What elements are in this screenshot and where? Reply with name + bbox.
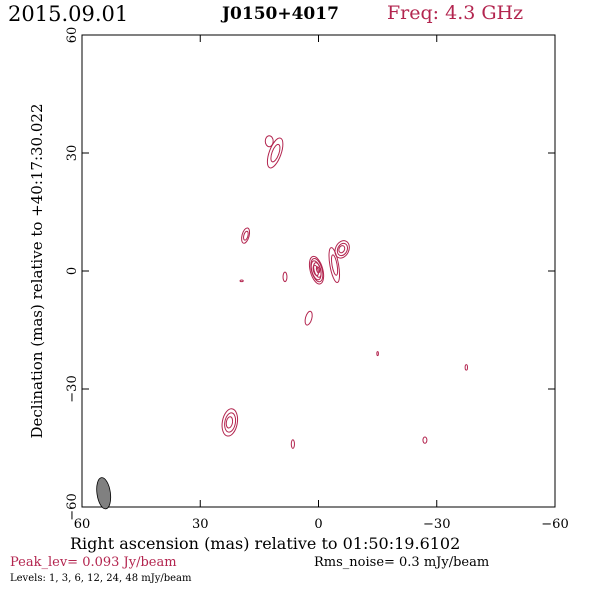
contour-east-jet-blob: [334, 240, 350, 259]
contour-line: [241, 227, 251, 244]
contour-south-speck: [290, 439, 295, 449]
contour-far-east-speck: [464, 364, 468, 371]
x-tick-label: −60: [541, 517, 568, 532]
contour-west-knot: [241, 227, 251, 244]
contour-line: [266, 137, 284, 169]
axis-ticks: [81, 34, 556, 508]
beam-ellipse-group: [96, 477, 112, 510]
contour-line: [315, 266, 321, 274]
contour-west-speck: [239, 279, 244, 283]
y-tick-label: 60: [65, 27, 80, 44]
contour-line: [328, 247, 341, 284]
x-tick-label: 0: [314, 517, 322, 532]
contour-southwest-knot: [221, 408, 239, 437]
contour-line: [312, 264, 319, 277]
x-tick-label: −30: [423, 517, 450, 532]
contour-components: [221, 135, 468, 449]
source-name: J0150+4017: [222, 4, 339, 24]
peak-level: Peak_lev= 0.093 Jy/beam: [10, 555, 177, 570]
contour-line: [308, 255, 325, 285]
axis-tick-labels: 60 30 0 −30 −60 −60 −30 0 30 60: [65, 27, 569, 532]
contour-levels: Levels: 1, 3, 6, 12, 24, 48 mJy/beam: [10, 573, 192, 584]
contour-line: [264, 135, 274, 148]
contour-southeast-speck: [422, 436, 428, 444]
contour-line: [338, 245, 346, 254]
contour-line: [304, 310, 313, 326]
contour-small-knot: [282, 271, 288, 283]
contour-line: [239, 279, 244, 283]
contour-north-knot-upper: [264, 135, 274, 148]
contour-line: [243, 230, 249, 241]
contour-line: [224, 412, 237, 433]
contour-core: [308, 255, 325, 285]
beam-ellipse: [96, 477, 112, 510]
y-axis-label: Declination (mas) relative to +40:17:30.…: [28, 103, 46, 438]
y-tick-label: 0: [65, 267, 80, 275]
frequency-label: Freq: 4.3 GHz: [387, 2, 524, 24]
contour-mid-speck: [376, 351, 379, 357]
contour-east-jet-arm: [328, 247, 341, 284]
contour-line: [282, 271, 288, 283]
contour-line: [313, 262, 322, 278]
contour-line: [376, 351, 379, 357]
y-tick-label: −30: [65, 375, 80, 402]
x-tick-label: 60: [74, 517, 91, 532]
x-axis-label: Right ascension (mas) relative to 01:50:…: [70, 534, 461, 553]
contour-line: [334, 240, 350, 259]
y-tick-label: −60: [65, 493, 80, 520]
contour-line: [290, 439, 295, 449]
rms-noise: Rms_noise= 0.3 mJy/beam: [314, 555, 490, 570]
contour-line: [422, 436, 428, 444]
y-tick-label: 30: [65, 145, 80, 162]
contour-line: [221, 408, 239, 437]
observation-date: 2015.09.01: [8, 2, 129, 26]
contour-line: [225, 416, 234, 429]
contour-line: [336, 242, 348, 257]
contour-line: [464, 364, 468, 371]
contour-line: [270, 143, 281, 163]
contour-north-knot: [266, 137, 284, 169]
contour-south-knot: [304, 310, 313, 326]
contour-line: [330, 254, 339, 276]
x-tick-label: 30: [192, 517, 209, 532]
